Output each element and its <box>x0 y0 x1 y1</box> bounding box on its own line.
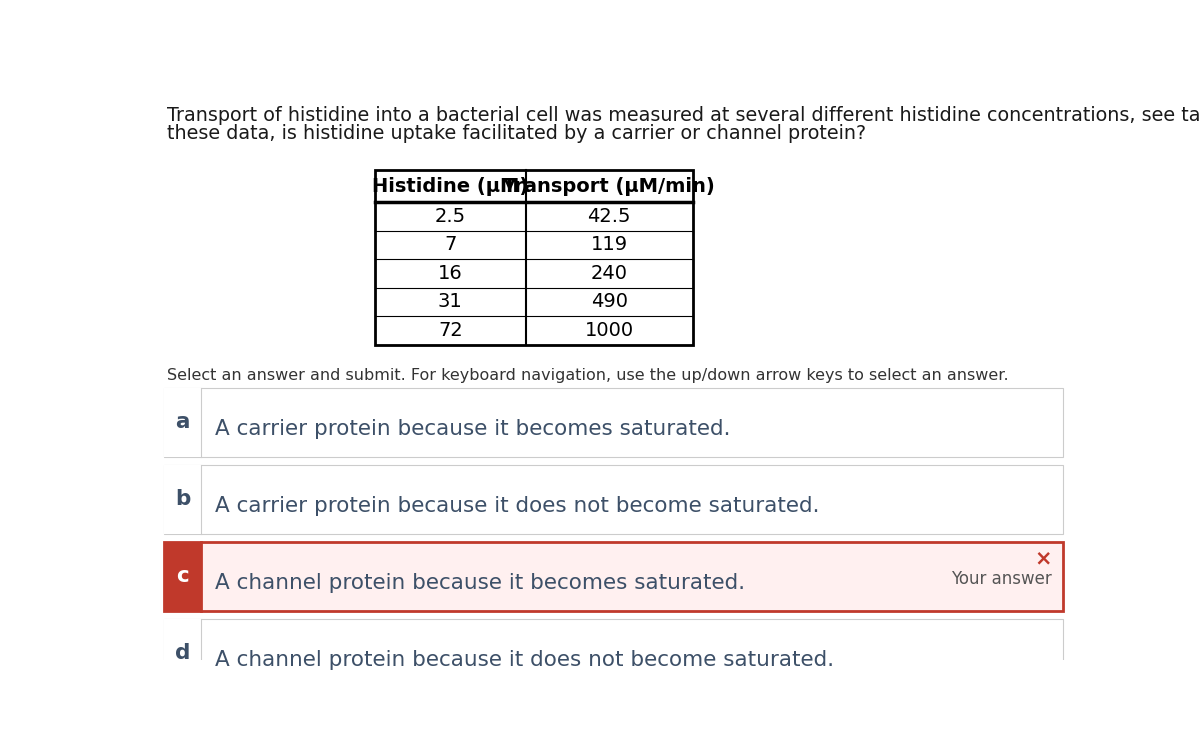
Text: 7: 7 <box>444 235 456 255</box>
Text: A channel protein because it becomes saturated.: A channel protein because it becomes sat… <box>215 574 745 594</box>
Text: a: a <box>175 413 190 433</box>
Text: Your answer: Your answer <box>952 570 1052 588</box>
Text: 31: 31 <box>438 292 463 312</box>
Text: 490: 490 <box>590 292 628 312</box>
Bar <box>164 542 1063 611</box>
Text: A channel protein because it does not become saturated.: A channel protein because it does not be… <box>215 651 834 670</box>
Text: A carrier protein because it does not become saturated.: A carrier protein because it does not be… <box>215 496 820 516</box>
Bar <box>164 542 202 611</box>
Text: b: b <box>175 490 191 510</box>
Text: 72: 72 <box>438 321 463 340</box>
Bar <box>164 464 1063 534</box>
Bar <box>164 464 202 534</box>
Text: d: d <box>175 643 191 663</box>
Text: c: c <box>176 566 188 586</box>
Text: 1000: 1000 <box>584 321 634 340</box>
Bar <box>164 388 202 457</box>
Text: A carrier protein because it becomes saturated.: A carrier protein because it becomes sat… <box>215 419 731 439</box>
Text: 2.5: 2.5 <box>434 207 466 226</box>
Bar <box>164 619 1063 688</box>
Text: Transport (μM/min): Transport (μM/min) <box>503 177 715 196</box>
Text: 42.5: 42.5 <box>588 207 631 226</box>
Text: 240: 240 <box>590 264 628 283</box>
Text: Histidine (μM): Histidine (μM) <box>372 177 528 196</box>
Bar <box>164 388 1063 457</box>
Text: these data, is histidine uptake facilitated by a carrier or channel protein?: these data, is histidine uptake facilita… <box>167 125 866 143</box>
Bar <box>374 170 692 345</box>
Text: Select an answer and submit. For keyboard navigation, use the up/down arrow keys: Select an answer and submit. For keyboar… <box>167 368 1009 383</box>
Text: 16: 16 <box>438 264 463 283</box>
Text: 119: 119 <box>590 235 628 255</box>
Bar <box>164 619 202 688</box>
Text: ×: × <box>1034 549 1052 568</box>
Text: Transport of histidine into a bacterial cell was measured at several different h: Transport of histidine into a bacterial … <box>167 106 1200 125</box>
